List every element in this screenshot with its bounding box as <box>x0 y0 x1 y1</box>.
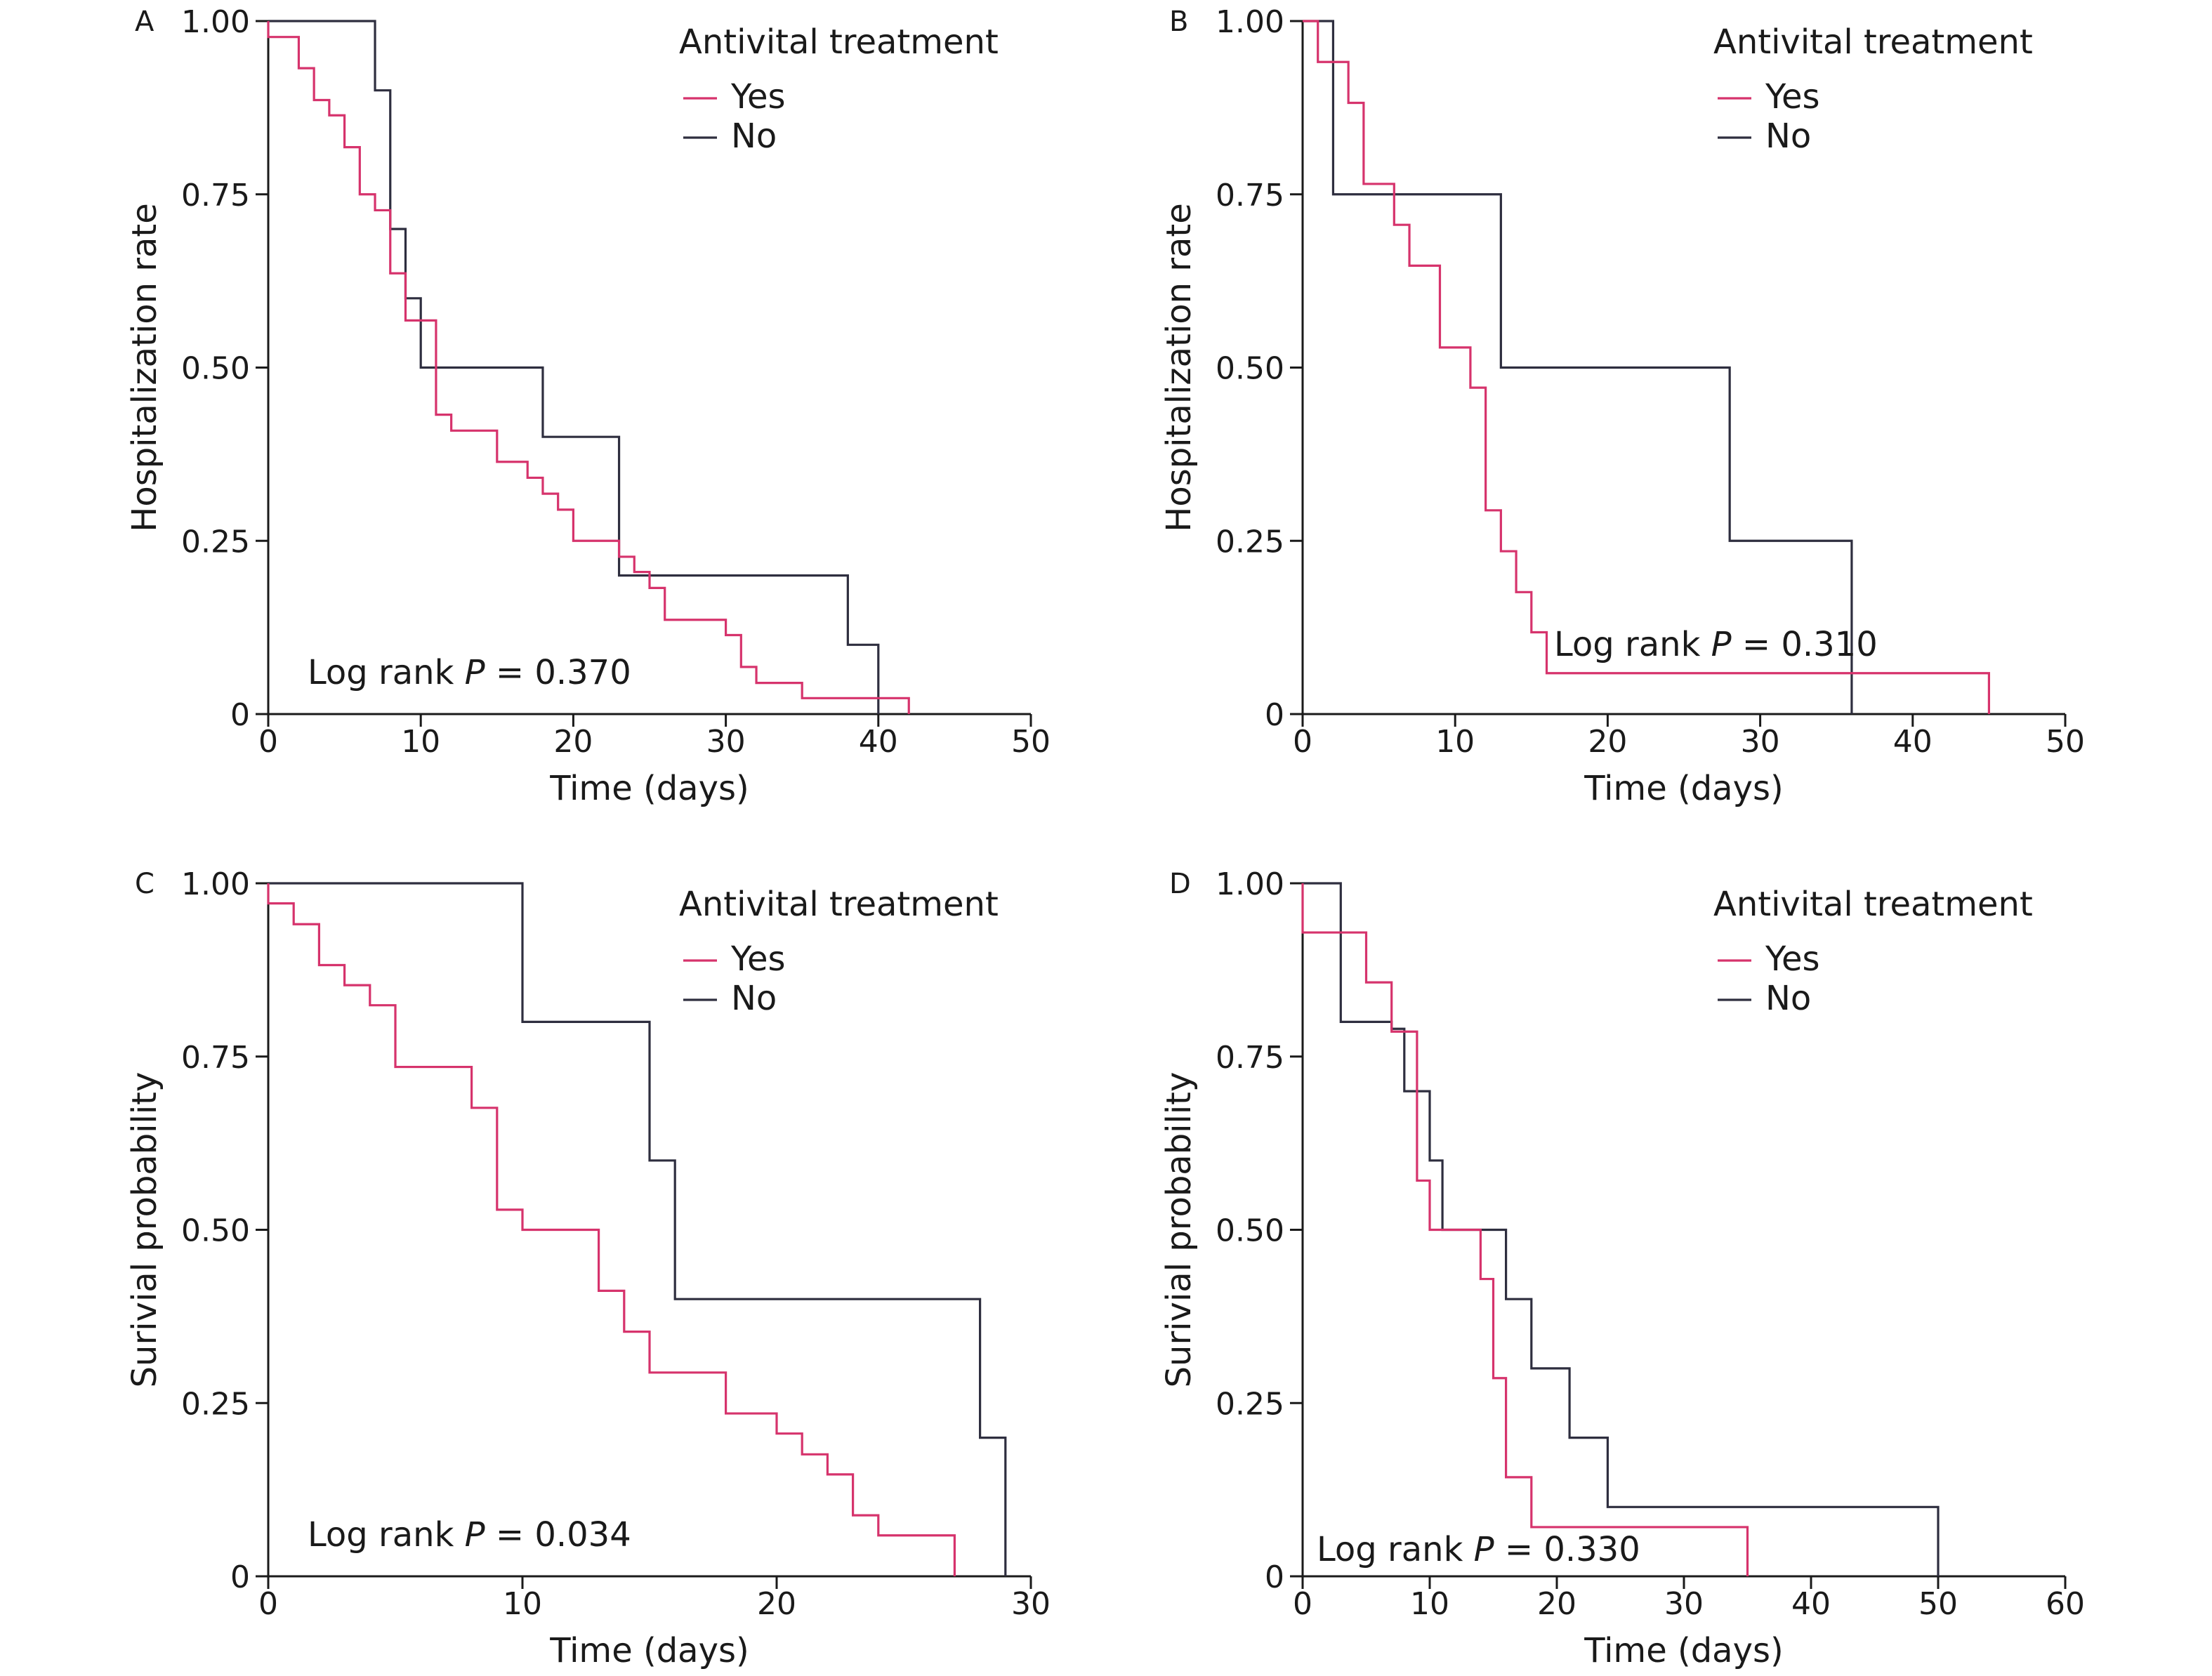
y-axis-title: Surivial probability <box>125 1072 164 1388</box>
log-rank-annotation: Log rank P = 0.330 <box>1317 1530 1640 1569</box>
y-tick-label: 0.25 <box>181 1386 250 1422</box>
log-rank-prefix: Log rank <box>308 1515 465 1555</box>
x-tick-label: 0 <box>1293 1586 1312 1622</box>
km-curve-yes <box>1303 20 1990 714</box>
km-curve-no <box>268 882 1007 1576</box>
legend-label-yes: Yes <box>730 939 785 979</box>
x-tick-label: 20 <box>1588 724 1627 760</box>
x-axis-title: Time (days) <box>549 769 749 808</box>
x-tick-label: 20 <box>757 1586 796 1622</box>
x-tick-label: 30 <box>1741 724 1780 760</box>
y-tick-label: 0.50 <box>181 1213 250 1249</box>
log-rank-annotation: Log rank P = 0.370 <box>308 653 631 692</box>
km-curve-yes <box>267 21 910 714</box>
y-axis-title: Hospitalization rate <box>1159 203 1199 532</box>
panel-b: B 0 0.25 0.50 0.75 1.00 0 10 20 30 40 50 Time (days)… <box>1159 4 2085 808</box>
x-tick-label: 10 <box>1410 1586 1449 1622</box>
panel-letter-d: D <box>1169 868 1191 900</box>
log-rank-prefix: Log rank <box>1317 1530 1474 1569</box>
x-tick-label: 30 <box>706 724 746 760</box>
y-tick-label: 0 <box>1265 697 1284 733</box>
log-rank-p: P <box>1711 625 1732 664</box>
x-tick-label: 20 <box>1537 1586 1576 1622</box>
log-rank-value: = 0.370 <box>485 653 631 692</box>
y-tick-label: 0 <box>230 1559 250 1595</box>
x-tick-label: 30 <box>1011 1586 1051 1622</box>
log-rank-p: P <box>465 653 485 692</box>
panel-c: C 0 0.25 0.50 0.75 1.00 0 10 20 30 Time (days) Suri… <box>125 866 1051 1670</box>
y-tick-label: 0.25 <box>1216 1386 1284 1422</box>
x-axis-title: Time (days) <box>1584 769 1783 808</box>
panel-letter-a: A <box>135 6 154 38</box>
legend-title: Antivital treatment <box>679 22 999 62</box>
panel-letter-c: C <box>135 868 154 900</box>
x-tick-label: 50 <box>1918 1586 1958 1622</box>
x-tick-label: 40 <box>1791 1586 1831 1622</box>
y-tick-label: 0.75 <box>1216 1040 1284 1076</box>
y-tick-label: 1.00 <box>181 4 250 40</box>
log-rank-annotation: Log rank P = 0.034 <box>308 1515 631 1555</box>
y-tick-label: 0.50 <box>1216 351 1284 387</box>
y-tick-label: 0.75 <box>1216 178 1284 213</box>
log-rank-value: = 0.034 <box>485 1515 631 1555</box>
km-curve-yes <box>267 883 956 1576</box>
legend-label-no: No <box>731 979 777 1018</box>
log-rank-annotation: Log rank P = 0.310 <box>1554 625 1878 664</box>
legend-title: Antivital treatment <box>1713 885 2033 924</box>
x-tick-label: 40 <box>859 724 898 760</box>
x-axis-title: Time (days) <box>1584 1631 1783 1670</box>
y-tick-label: 1.00 <box>181 866 250 902</box>
legend-label-no: No <box>1765 117 1811 156</box>
km-curve-no <box>1303 882 1940 1576</box>
y-axis-title: Surivial probability <box>1159 1072 1199 1388</box>
y-tick-label: 0.75 <box>181 178 250 213</box>
legend-title: Antivital treatment <box>1713 22 2033 62</box>
y-tick-label: 0.75 <box>181 1040 250 1076</box>
x-tick-label: 50 <box>1011 724 1051 760</box>
legend-label-yes: Yes <box>1765 939 1819 979</box>
km-curve-yes <box>1301 883 1749 1576</box>
x-tick-label: 40 <box>1893 724 1933 760</box>
log-rank-value: = 0.330 <box>1494 1530 1640 1569</box>
x-tick-label: 60 <box>2046 1586 2085 1622</box>
x-tick-label: 0 <box>1293 724 1312 760</box>
log-rank-prefix: Log rank <box>1554 625 1711 664</box>
y-tick-label: 0.50 <box>181 351 250 387</box>
y-axis-title: Hospitalization rate <box>125 203 164 532</box>
y-tick-label: 0.25 <box>1216 524 1284 560</box>
legend-label-no: No <box>1765 979 1811 1018</box>
km-curve-no <box>268 20 880 714</box>
log-rank-p: P <box>465 1515 485 1555</box>
log-rank-p: P <box>1474 1530 1494 1569</box>
x-tick-label: 0 <box>258 724 278 760</box>
x-tick-label: 10 <box>503 1586 542 1622</box>
y-tick-label: 0 <box>1265 1559 1284 1595</box>
x-tick-label: 20 <box>553 724 593 760</box>
km-curve-no <box>1303 20 1853 714</box>
y-tick-label: 0 <box>230 697 250 733</box>
y-tick-label: 0.50 <box>1216 1213 1284 1249</box>
x-tick-label: 10 <box>1435 724 1475 760</box>
legend-title: Antivital treatment <box>679 885 999 924</box>
log-rank-prefix: Log rank <box>308 653 465 692</box>
legend-label-yes: Yes <box>1765 77 1819 117</box>
y-tick-label: 1.00 <box>1216 4 1284 40</box>
y-tick-label: 0.25 <box>181 524 250 560</box>
panel-a: A 0 0.25 0.50 0.75 1.00 0 10 20 30 40 50 Time (days)… <box>125 4 1051 808</box>
legend-label-yes: Yes <box>730 77 785 117</box>
log-rank-value: = 0.310 <box>1732 625 1878 664</box>
x-tick-label: 30 <box>1664 1586 1704 1622</box>
x-tick-label: 0 <box>258 1586 278 1622</box>
x-tick-label: 50 <box>2046 724 2085 760</box>
x-tick-label: 10 <box>401 724 440 760</box>
panel-letter-b: B <box>1169 6 1188 38</box>
panel-d: D 0 0.25 0.50 0.75 1.00 0 10 20 30 40 50 60 Time (day… <box>1159 866 2085 1670</box>
y-tick-label: 1.00 <box>1216 866 1284 902</box>
legend-label-no: No <box>731 117 777 156</box>
x-axis-title: Time (days) <box>549 1631 749 1670</box>
